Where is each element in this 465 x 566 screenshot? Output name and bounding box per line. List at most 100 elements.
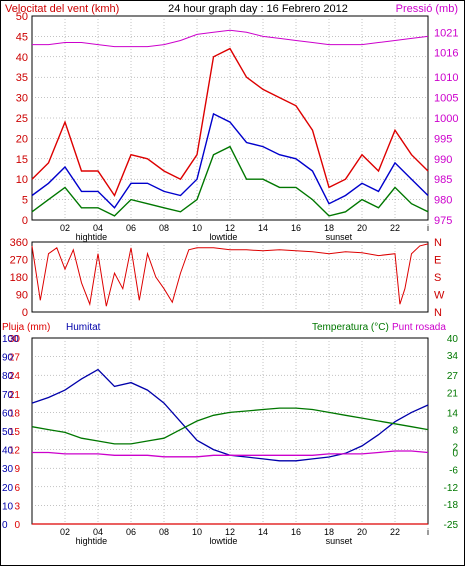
x-tick-label: i	[427, 527, 429, 537]
temp-tick-label: 0	[452, 448, 458, 459]
rain-tick-label: 27	[9, 353, 21, 364]
event-label-sunset-top: sunset	[326, 232, 353, 242]
chart-title: 24 hour graph day : 16 Febrero 2012	[168, 3, 348, 15]
x-tick-label: 08	[159, 223, 169, 233]
temp-tick-label: 34	[447, 351, 459, 362]
x-tick-label: 10	[192, 223, 202, 233]
temp-tick-label: -25	[444, 520, 459, 531]
wind-tick-label: 50	[16, 11, 28, 23]
rain-tick-label: 15	[9, 427, 21, 438]
temp-tick-label: 2	[452, 443, 458, 454]
direction-tick-label: 90	[16, 290, 28, 302]
event-label-hightide-bottom: hightide	[76, 536, 108, 546]
humidity-tick-label: 20	[2, 483, 14, 494]
event-label-hightide-top: hightide	[76, 232, 108, 242]
event-label-lowtide-bottom: lowtide	[209, 536, 237, 546]
x-tick-label: 14	[258, 527, 268, 537]
humidity-axis-title: Humitat	[66, 322, 101, 333]
x-tick-label: 02	[60, 527, 70, 537]
pressure-tick-label: 995	[434, 133, 452, 145]
series-temperature	[31, 407, 429, 445]
temp-tick-label: -12	[444, 483, 459, 494]
x-tick-label: 16	[291, 223, 301, 233]
wind-tick-label: 40	[16, 52, 28, 64]
event-label-lowtide-top: lowtide	[209, 232, 237, 242]
humidity-tick-label: 40	[2, 446, 14, 457]
compass-tick-label: N	[434, 307, 442, 319]
x-tick-label: 10	[192, 527, 202, 537]
temp-tick-label: 14	[447, 408, 459, 419]
rain-axis-title: Pluja (mm)	[2, 322, 50, 333]
x-tick-label: 06	[126, 223, 136, 233]
temp-tick-label: 21	[447, 388, 459, 399]
x-tick-label: 16	[291, 527, 301, 537]
wind-tick-label: 5	[22, 195, 28, 207]
humidity-tick-label: 70	[2, 390, 14, 401]
pressure-axis-title: Pressió (mb)	[396, 3, 458, 15]
wind-tick-label: 10	[16, 174, 28, 186]
x-tick-label: 12	[225, 223, 235, 233]
humidity-tick-label: 50	[2, 427, 14, 438]
temp-tick-label: -18	[444, 500, 459, 511]
x-tick-label: 22	[390, 527, 400, 537]
compass-tick-label: W	[434, 290, 445, 302]
compass-tick-label: S	[434, 272, 441, 284]
dewpoint-axis-title: Punt rosada	[392, 322, 446, 333]
compass-tick-label: E	[434, 255, 441, 267]
humidity-tick-label: 10	[2, 501, 14, 512]
rain-tick-label: 0	[14, 520, 20, 531]
rain-tick-label: 6	[14, 483, 20, 494]
series-direction	[31, 243, 429, 307]
x-tick-label: 18	[324, 223, 334, 233]
series-pressure	[32, 29, 429, 48]
series-wind_max	[31, 47, 429, 197]
direction-tick-label: 0	[22, 307, 28, 319]
series-wind_avg	[31, 112, 429, 209]
pressure-tick-label: 1021	[434, 27, 458, 39]
rain-tick-label: 18	[9, 408, 21, 419]
temp-tick-label: 40	[447, 334, 459, 345]
humidity-tick-label: 90	[2, 353, 14, 364]
pressure-tick-label: 1005	[434, 93, 458, 105]
wind-tick-label: 0	[22, 215, 28, 227]
rain-tick-label: 30	[9, 334, 21, 345]
rain-tick-label: 3	[14, 501, 20, 512]
humidity-tick-label: 60	[2, 408, 14, 419]
direction-tick-label: 270	[10, 255, 28, 267]
x-tick-label: 22	[390, 223, 400, 233]
x-tick-label: 12	[225, 527, 235, 537]
compass-tick-label: N	[434, 237, 442, 249]
direction-tick-label: 180	[10, 272, 28, 284]
x-tick-label: 04	[93, 223, 103, 233]
wind-axis-title: Velocitat del vent (kmh)	[5, 3, 119, 15]
pressure-tick-label: 980	[434, 195, 452, 207]
humidity-tick-label: 30	[2, 464, 14, 475]
wind-tick-label: 25	[16, 113, 28, 125]
x-tick-label: 20	[357, 527, 367, 537]
temp-tick-label: 8	[452, 426, 458, 437]
x-tick-label: 14	[258, 223, 268, 233]
wind-tick-label: 45	[16, 31, 28, 43]
rain-tick-label: 9	[14, 464, 20, 475]
wind-tick-label: 20	[16, 133, 28, 145]
direction-tick-label: 360	[10, 237, 28, 249]
x-tick-label: 08	[159, 527, 169, 537]
wind-tick-label: 30	[16, 93, 28, 105]
temp-tick-label: -6	[449, 466, 458, 477]
humidity-tick-label: 100	[2, 334, 19, 345]
x-tick-label: 04	[93, 527, 103, 537]
temperature-axis-title: Temperatura (°C)	[312, 322, 389, 333]
series-dewpoint	[32, 450, 429, 458]
x-tick-label: 18	[324, 527, 334, 537]
temp-tick-label: 27	[447, 371, 459, 382]
series-wind_min	[31, 145, 429, 217]
humidity-tick-label: 80	[2, 371, 14, 382]
humidity-tick-label: 0	[2, 520, 8, 531]
pressure-tick-label: 1016	[434, 48, 458, 60]
pressure-tick-label: 990	[434, 154, 452, 166]
x-tick-label: i	[427, 223, 429, 233]
wind-tick-label: 15	[16, 154, 28, 166]
wind-tick-label: 35	[16, 72, 28, 84]
x-tick-label: 20	[357, 223, 367, 233]
